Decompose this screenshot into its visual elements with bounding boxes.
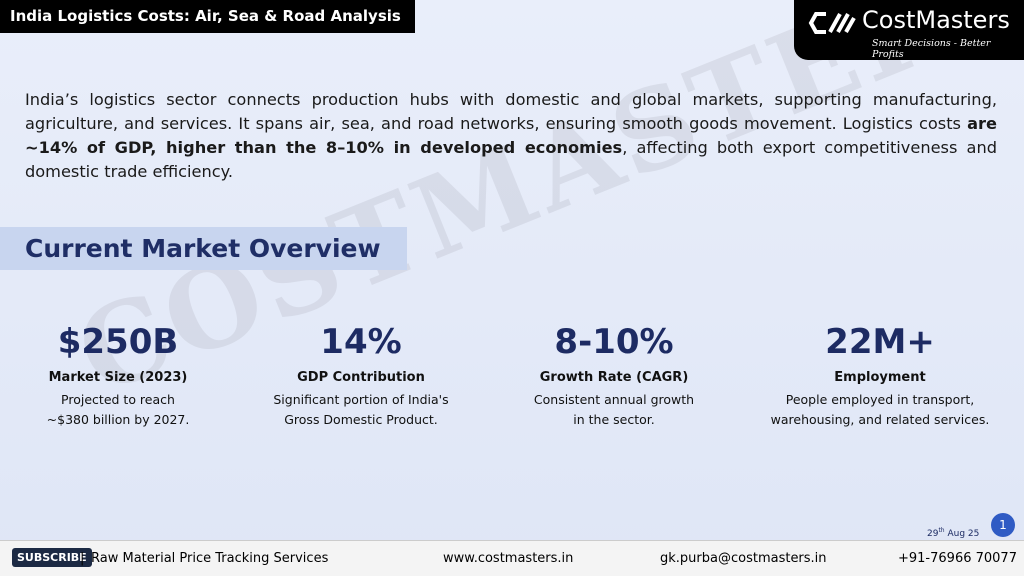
page-number: 1 [991,513,1015,537]
stat-value: 14% [320,322,402,362]
stat-value: $250B [57,322,179,362]
stat-description: in the sector. [573,412,655,427]
stat-description: Significant portion of India's [273,392,449,407]
logo-tagline: Smart Decisions - Better Profits [872,38,991,60]
subscribe-button[interactable]: SUBSCRIBE [12,548,92,567]
stat-description: ~$380 billion by 2027. [46,412,190,427]
stat-label: Market Size (2023) [48,370,188,385]
stat-description: People employed in transport, [785,392,975,407]
footer-email[interactable]: gk.purba@costmasters.in [660,551,827,566]
stat-card: 14% GDP Contribution Significant portion o… [231,318,491,430]
logo-name: CostMasters [862,6,1010,34]
date-suffix: th [938,527,945,534]
footer-service: Raw Material Price Tracking Services [91,551,329,566]
stat-label: Employment [834,370,926,385]
header-title: India Logistics Costs: Air, Sea & Road A… [0,0,415,33]
stat-description: Consistent annual growth [533,392,695,407]
stat-card: $250B Market Size (2023) Projected to reac… [0,318,248,430]
stat-value: 8-10% [554,322,674,362]
footer: SUBSCRIBE | Raw Material Price Tracking … [0,540,1024,576]
intro-bold: are ~14% of GDP, higher than the 8–10% i… [25,114,997,157]
logo-icon [808,12,856,34]
section-title: Current Market Overview [0,227,407,270]
footer-separator: | [80,551,85,566]
date: 29th Aug 25 [927,527,979,539]
stat-description: warehousing, and related services. [770,412,990,427]
date-day: 29 [927,529,939,539]
stat-label: GDP Contribution [297,370,425,385]
date-rest: Aug 25 [947,529,980,539]
intro-text: India’s logistics sector connects produc… [25,90,997,133]
intro-paragraph: India’s logistics sector connects produc… [25,88,997,184]
intro-text: , affecting both export competitiveness … [25,138,997,181]
stat-description: Gross Domestic Product. [284,412,438,427]
logo: CostMasters Smart Decisions - Better Pro… [794,0,1024,60]
stat-value: 22M+ [825,322,935,362]
stat-description: Projected to reach [61,392,175,407]
footer-website[interactable]: www.costmasters.in [443,551,574,566]
stat-label: Growth Rate (CAGR) [539,370,689,385]
stat-card: 8-10% Growth Rate (CAGR) Consistent annual… [484,318,744,430]
stat-card: 22M+ Employment People employed in transpo… [750,318,1010,430]
footer-phone: +91-76966 70077 [898,551,1017,566]
